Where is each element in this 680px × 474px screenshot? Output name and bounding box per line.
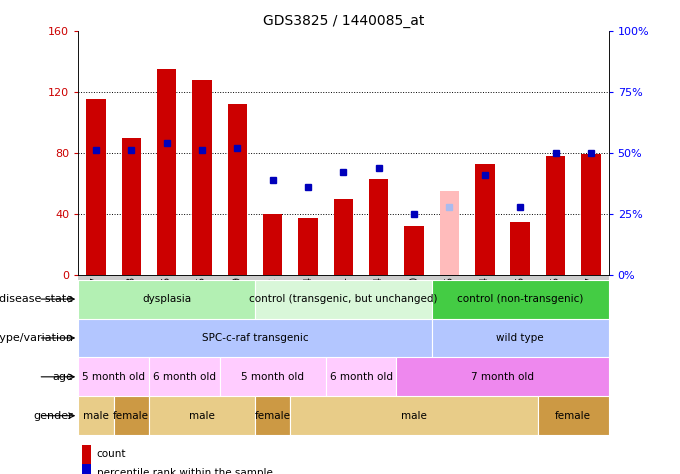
Text: female: female	[255, 410, 290, 421]
Bar	[263, 214, 282, 275]
Text: control (transgenic, but unchanged): control (transgenic, but unchanged)	[249, 294, 438, 304]
Bar	[192, 80, 211, 275]
Text: SPC-c-raf transgenic: SPC-c-raf transgenic	[202, 333, 308, 343]
Bar	[511, 221, 530, 275]
Text: 5 month old: 5 month old	[241, 372, 304, 382]
Text: female: female	[556, 410, 591, 421]
Bar	[369, 179, 388, 275]
Text: male: male	[401, 410, 427, 421]
Text: gender: gender	[33, 410, 73, 421]
Bar	[538, 396, 609, 435]
Text: genotype/variation: genotype/variation	[0, 333, 73, 343]
Bar	[546, 156, 565, 275]
Text: percentile rank within the sample: percentile rank within the sample	[97, 468, 273, 474]
Bar	[475, 164, 494, 275]
Text: 6 month old: 6 month old	[153, 372, 216, 382]
Text: wild type: wild type	[496, 333, 544, 343]
Bar	[78, 396, 114, 435]
Bar	[405, 226, 424, 275]
Bar	[432, 280, 609, 319]
Bar	[581, 155, 600, 275]
Text: male: male	[83, 410, 109, 421]
Bar	[78, 357, 149, 396]
Text: female: female	[114, 410, 149, 421]
Bar	[82, 464, 91, 474]
Bar	[78, 280, 255, 319]
Bar	[255, 280, 432, 319]
Text: 7 month old: 7 month old	[471, 372, 534, 382]
Text: male: male	[189, 410, 215, 421]
Bar	[326, 357, 396, 396]
Bar	[157, 69, 176, 275]
Text: dysplasia: dysplasia	[142, 294, 191, 304]
Bar	[86, 100, 105, 275]
Bar	[290, 396, 538, 435]
Text: 6 month old: 6 month old	[330, 372, 392, 382]
Bar	[396, 357, 609, 396]
Title: GDS3825 / 1440085_at: GDS3825 / 1440085_at	[262, 14, 424, 28]
Bar	[149, 357, 220, 396]
Text: count: count	[97, 449, 126, 459]
Bar	[432, 319, 609, 357]
Text: disease state: disease state	[0, 294, 73, 304]
Bar	[122, 137, 141, 275]
Bar	[228, 104, 247, 275]
Text: 5 month old: 5 month old	[82, 372, 145, 382]
Text: control (non-transgenic): control (non-transgenic)	[457, 294, 583, 304]
Bar	[114, 396, 149, 435]
Bar	[440, 191, 459, 275]
Text: age: age	[52, 372, 73, 382]
Bar	[334, 199, 353, 275]
Bar	[299, 219, 318, 275]
Bar	[82, 445, 91, 464]
Bar	[255, 396, 290, 435]
Bar	[220, 357, 326, 396]
Bar	[78, 319, 432, 357]
Bar	[149, 396, 255, 435]
